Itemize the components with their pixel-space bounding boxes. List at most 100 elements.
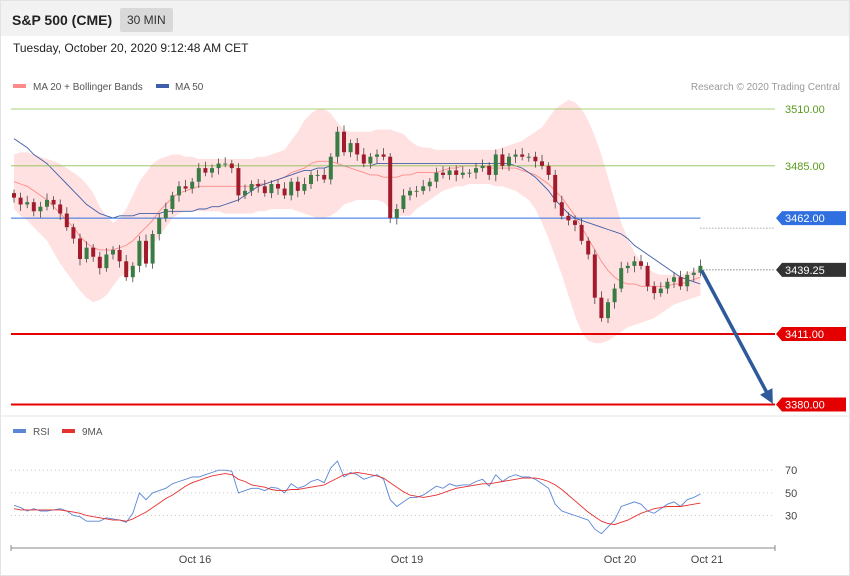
rsi-9ma-line — [13, 472, 701, 526]
candle-body — [355, 143, 360, 155]
candle-body — [18, 197, 23, 205]
candle-body — [137, 240, 142, 266]
candle-body — [586, 240, 591, 255]
candle-body — [124, 261, 129, 278]
candle-body — [196, 168, 201, 182]
candle-body — [210, 168, 214, 173]
candle — [579, 218, 584, 245]
forecast-arrow-shaft — [700, 270, 772, 401]
candle — [474, 163, 478, 180]
candle-body — [434, 172, 439, 182]
candle-body — [381, 154, 386, 157]
candle — [546, 162, 551, 180]
candle-body — [652, 286, 657, 294]
candle-body — [414, 190, 419, 192]
candle — [526, 153, 531, 162]
candle — [262, 179, 267, 197]
candle-body — [45, 199, 49, 207]
candle-body — [533, 156, 538, 162]
x-tick-label: Oct 20 — [604, 554, 636, 566]
candle-body — [58, 204, 63, 214]
level-3510-00-label: 3510.00 — [785, 104, 825, 116]
candle-body — [78, 238, 82, 260]
candle-body — [342, 131, 346, 153]
candle — [691, 267, 696, 282]
candle-body — [500, 154, 505, 166]
candle — [157, 213, 162, 241]
x-tick-label: Oct 19 — [391, 554, 423, 566]
candle-body — [474, 168, 478, 173]
candle — [196, 163, 201, 189]
candle — [256, 179, 261, 193]
candle — [150, 230, 155, 269]
candle-body — [31, 202, 36, 212]
candle-body — [276, 184, 280, 189]
candle-body — [71, 227, 76, 239]
candle — [361, 148, 366, 168]
candle — [625, 262, 630, 274]
candle-body — [104, 254, 109, 269]
candle-body — [447, 170, 452, 175]
candle-body — [691, 272, 696, 275]
timestamp: Tuesday, October 20, 2020 9:12:48 AM CET — [13, 41, 249, 55]
candle-body — [592, 254, 597, 298]
candle-body — [157, 218, 162, 235]
candle — [408, 187, 412, 201]
levels-layer: 3510.00 3485.00 3462.00 3439.25 3411.00 3380.… — [11, 104, 846, 412]
legend-rsi-label: RSI — [33, 427, 50, 438]
candle — [658, 282, 663, 297]
level-3380-00-label: 3380.00 — [785, 400, 825, 412]
candle-body — [441, 172, 445, 175]
candle — [236, 163, 241, 202]
candle — [652, 281, 657, 300]
candle-body — [625, 265, 630, 269]
candle-body — [480, 165, 485, 169]
candle — [573, 215, 577, 232]
candle-body — [249, 184, 254, 191]
candle-body — [559, 202, 564, 216]
candle — [130, 262, 135, 283]
candle — [592, 249, 597, 305]
candle — [117, 244, 122, 268]
x-axis: Oct 16 Oct 19 Oct 20 Oct 21 — [10, 545, 776, 566]
candle-body — [427, 181, 432, 187]
candle-body — [361, 154, 366, 164]
candle-body — [203, 168, 208, 173]
candle-body — [64, 213, 69, 228]
candle — [104, 248, 109, 272]
candle-body — [487, 165, 492, 175]
candle — [223, 157, 228, 168]
candle — [394, 204, 399, 225]
candle-body — [295, 181, 300, 191]
candle-body — [150, 234, 155, 264]
candle — [493, 149, 498, 182]
level-3411-00-tag — [776, 327, 846, 342]
instrument-title: S&P 500 (CME) — [12, 12, 113, 28]
candle — [210, 164, 214, 178]
x-tick-label: Oct 21 — [691, 554, 723, 566]
candle-body — [599, 297, 604, 319]
candle — [45, 193, 49, 211]
candle-body — [117, 249, 122, 262]
candle-body — [513, 154, 518, 157]
candle — [619, 261, 624, 293]
candle-body — [91, 247, 96, 257]
rsi-legend: RSI 9MA — [13, 427, 103, 438]
level-3439-25-tag — [776, 262, 846, 277]
legend-9ma-swatch — [62, 429, 75, 433]
candle — [282, 182, 287, 200]
candle — [51, 196, 56, 210]
candle — [111, 246, 115, 260]
candle — [177, 181, 181, 202]
candle-body — [223, 163, 228, 165]
candle-body — [665, 281, 670, 289]
candle — [276, 179, 280, 195]
legend-ma20-swatch — [13, 84, 26, 88]
candle — [520, 148, 525, 161]
interval-badge[interactable]: 30 MIN — [120, 8, 173, 32]
candle — [38, 201, 43, 218]
candle — [487, 162, 492, 180]
candle-body — [394, 209, 399, 219]
candle-body — [566, 215, 571, 221]
